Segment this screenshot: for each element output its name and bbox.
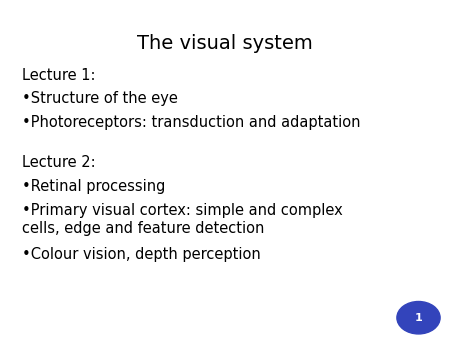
Circle shape bbox=[397, 301, 440, 334]
Text: Lecture 2:: Lecture 2: bbox=[22, 155, 96, 170]
Text: •Primary visual cortex: simple and complex
cells, edge and feature detection: •Primary visual cortex: simple and compl… bbox=[22, 203, 343, 236]
Text: •Photoreceptors: transduction and adaptation: •Photoreceptors: transduction and adapta… bbox=[22, 115, 361, 130]
Text: •Colour vision, depth perception: •Colour vision, depth perception bbox=[22, 247, 261, 262]
Text: Lecture 1:: Lecture 1: bbox=[22, 68, 96, 82]
Text: The visual system: The visual system bbox=[137, 34, 313, 53]
Text: 1: 1 bbox=[414, 313, 423, 323]
Text: •Structure of the eye: •Structure of the eye bbox=[22, 91, 178, 106]
Text: •Retinal processing: •Retinal processing bbox=[22, 179, 166, 194]
